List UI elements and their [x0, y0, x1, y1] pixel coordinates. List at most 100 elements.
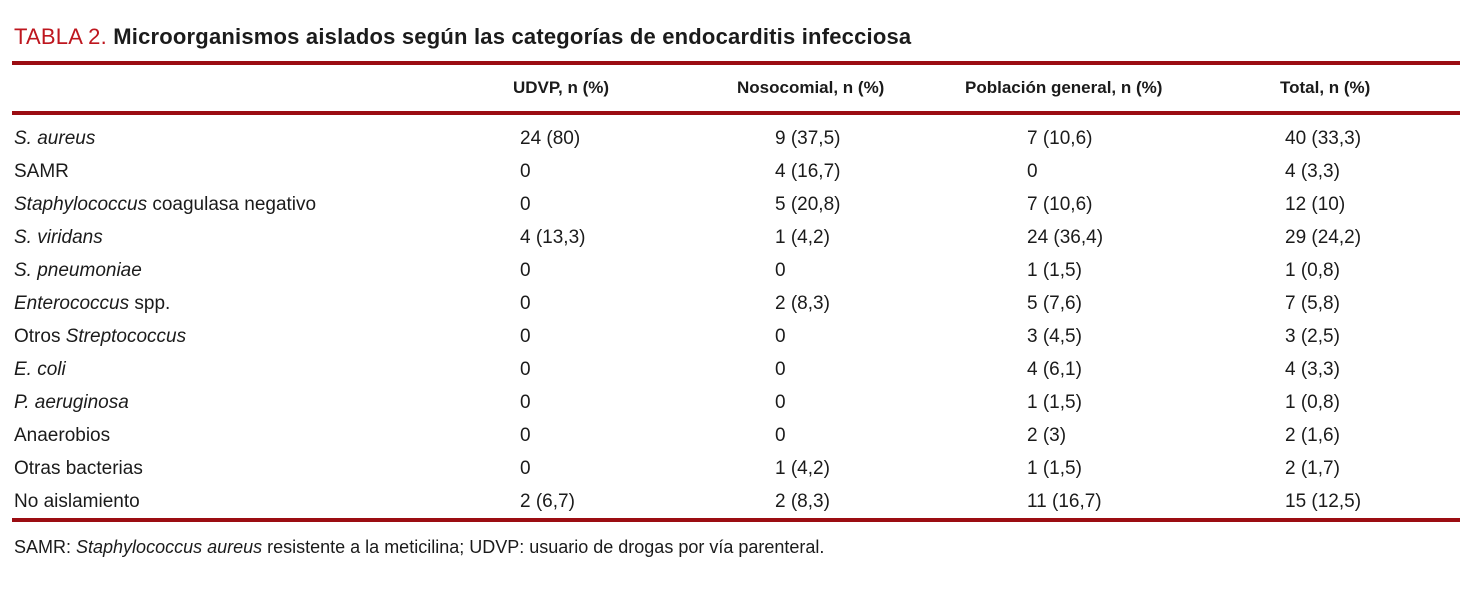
value-cell: 3 (2,5)	[1285, 326, 1340, 347]
footnote-suffix: resistente a la meticilina; UDVP: usuari…	[262, 537, 825, 557]
organism-name-italic: Staphylococcus	[14, 194, 148, 215]
value-cell: 0	[520, 359, 531, 380]
column-header-total: Total, n (%)	[1230, 65, 1460, 115]
value-cell: 7 (5,8)	[1285, 293, 1340, 314]
value-cell: 0	[520, 326, 531, 347]
organism-name-italic: S. aureus	[14, 128, 96, 149]
column-header-udvp: UDVP, n (%)	[500, 65, 730, 115]
footnote-species-italic: Staphylococcus aureus	[76, 537, 263, 557]
value-cell: 0	[520, 260, 531, 281]
value-cell: 1 (0,8)	[1285, 392, 1340, 413]
table-row: S. pneumoniae 0 0 1 (1,5) 1 (0,8)	[12, 254, 1460, 287]
organism-name-italic: S. pneumoniae	[14, 260, 142, 281]
value-cell: 0	[520, 392, 531, 413]
value-cell: 11 (16,7)	[1027, 491, 1102, 512]
value-cell: 4 (3,3)	[1285, 161, 1340, 182]
value-cell: 0	[520, 194, 531, 215]
value-cell: 0	[1027, 161, 1038, 182]
value-cell: 15 (12,5)	[1285, 491, 1362, 512]
table-row: Otros Streptococcus 0 0 3 (4,5) 3 (2,5)	[12, 320, 1460, 353]
organism-cell: Staphylococcus coagulasa negativo	[12, 188, 500, 221]
footnote-prefix: SAMR:	[14, 537, 77, 557]
organism-name-italic: Enterococcus	[14, 293, 130, 314]
value-cell: 1 (4,2)	[775, 458, 830, 479]
table-title-text: Microorganismos aislados según las categ…	[113, 24, 912, 49]
organism-cell: E. coli	[12, 353, 500, 386]
organism-cell: S. aureus	[12, 113, 500, 155]
top-rule	[12, 61, 1460, 65]
organism-name-plain: Otros	[14, 326, 66, 347]
value-cell: 5 (7,6)	[1027, 293, 1082, 314]
value-cell: 7 (10,6)	[1027, 194, 1093, 215]
footnote: SAMR: Staphylococcus aureus resistente a…	[14, 536, 1460, 558]
organism-cell: SAMR	[12, 155, 500, 188]
table-row: No aislamiento 2 (6,7) 2 (8,3) 11 (16,7) 15 …	[12, 485, 1460, 518]
value-cell: 5 (20,8)	[775, 194, 841, 215]
organism-name-plain: coagulasa negativo	[147, 194, 317, 215]
table-figure: TABLA 2. Microorganismos aislados según …	[0, 24, 1472, 558]
value-cell: 0	[775, 359, 786, 380]
value-cell: 1 (0,8)	[1285, 260, 1340, 281]
value-cell: 4 (13,3)	[520, 227, 586, 248]
value-cell: 4 (3,3)	[1285, 359, 1340, 380]
table-row: S. aureus 24 (80) 9 (37,5) 7 (10,6) 40 (33,3…	[12, 113, 1460, 155]
organism-name-plain: Otras bacterias	[14, 458, 143, 479]
value-cell: 4 (6,1)	[1027, 359, 1082, 380]
value-cell: 0	[775, 392, 786, 413]
organism-cell: No aislamiento	[12, 485, 500, 518]
value-cell: 24 (36,4)	[1027, 227, 1104, 248]
value-cell: 3 (4,5)	[1027, 326, 1082, 347]
value-cell: 1 (1,5)	[1027, 392, 1082, 413]
organism-cell: P. aeruginosa	[12, 386, 500, 419]
bottom-rule	[12, 518, 1460, 522]
value-cell: 0	[520, 293, 531, 314]
organism-name-italic: P. aeruginosa	[14, 392, 129, 413]
organism-cell: S. viridans	[12, 221, 500, 254]
table-body: S. aureus 24 (80) 9 (37,5) 7 (10,6) 40 (33,3…	[12, 113, 1460, 518]
organism-name-plain: spp.	[129, 293, 171, 314]
value-cell: 2 (3)	[1027, 425, 1067, 446]
column-header-nosocomial: Nosocomial, n (%)	[730, 65, 960, 115]
page-title: TABLA 2. Microorganismos aislados según …	[14, 24, 1460, 50]
organism-cell: S. pneumoniae	[12, 254, 500, 287]
column-header-poblacion-general: Población general, n (%)	[960, 65, 1230, 115]
value-cell: 0	[775, 326, 786, 347]
value-cell: 4 (16,7)	[775, 161, 841, 182]
value-cell: 2 (6,7)	[520, 491, 575, 512]
value-cell: 0	[775, 260, 786, 281]
value-cell: 2 (1,7)	[1285, 458, 1340, 479]
value-cell: 0	[520, 425, 531, 446]
table-row: E. coli 0 0 4 (6,1) 4 (3,3)	[12, 353, 1460, 386]
table-row: Otras bacterias 0 1 (4,2) 1 (1,5) 2 (1,7)	[12, 452, 1460, 485]
table-row: P. aeruginosa 0 0 1 (1,5) 1 (0,8)	[12, 386, 1460, 419]
organism-name-plain: No aislamiento	[14, 491, 140, 512]
organism-cell: Otras bacterias	[12, 452, 500, 485]
organism-name-italic: E. coli	[14, 359, 66, 380]
organism-name-italic: Streptococcus	[65, 326, 187, 347]
organism-cell: Enterococcus spp.	[12, 287, 500, 320]
organism-name-italic: S. viridans	[14, 227, 103, 248]
organism-cell: Otros Streptococcus	[12, 320, 500, 353]
value-cell: 24 (80)	[520, 128, 581, 149]
table-row: S. viridans 4 (13,3) 1 (4,2) 24 (36,4) 29 (2…	[12, 221, 1460, 254]
value-cell: 9 (37,5)	[775, 128, 841, 149]
organism-name-plain: Anaerobios	[14, 425, 111, 446]
table-row: Anaerobios 0 0 2 (3) 2 (1,6)	[12, 419, 1460, 452]
table-number-label: TABLA 2.	[14, 24, 107, 49]
microorganisms-table: UDVP, n (%) Nosocomial, n (%) Población …	[12, 65, 1460, 518]
organism-cell: Anaerobios	[12, 419, 500, 452]
header-row: UDVP, n (%) Nosocomial, n (%) Población …	[12, 65, 1460, 115]
table-row: SAMR 0 4 (16,7) 0 4 (3,3)	[12, 155, 1460, 188]
value-cell: 40 (33,3)	[1285, 128, 1362, 149]
value-cell: 7 (10,6)	[1027, 128, 1093, 149]
organism-name-plain: SAMR	[14, 161, 69, 182]
table-row: Staphylococcus coagulasa negativo 0 5 (20,…	[12, 188, 1460, 221]
table-header: UDVP, n (%) Nosocomial, n (%) Población …	[12, 65, 1460, 115]
value-cell: 0	[520, 458, 531, 479]
value-cell: 1 (1,5)	[1027, 260, 1082, 281]
table-row: Enterococcus spp. 0 2 (8,3) 5 (7,6) 7 (5,8)	[12, 287, 1460, 320]
value-cell: 0	[775, 425, 786, 446]
value-cell: 2 (1,6)	[1285, 425, 1340, 446]
value-cell: 0	[520, 161, 531, 182]
column-header-organism-blank	[12, 65, 500, 115]
